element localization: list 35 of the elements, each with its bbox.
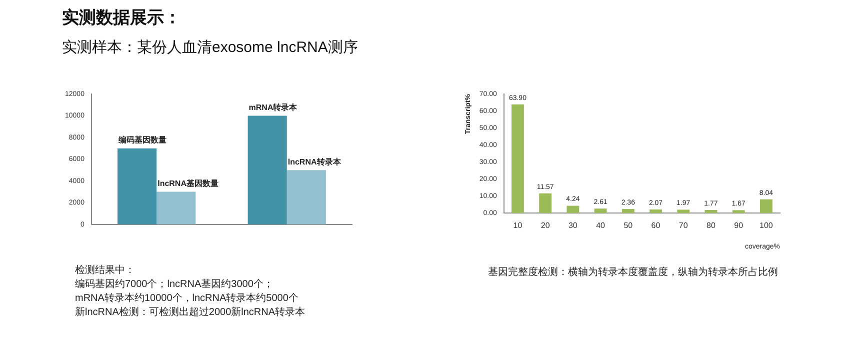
x-tick-label: 100 [760, 221, 774, 230]
x-tick-label: 10 [513, 221, 523, 230]
x-tick-label: 70 [678, 221, 688, 230]
annotation: lncRNA基因数量 [158, 179, 218, 188]
text: 检测结果中： [75, 264, 136, 278]
bar [704, 210, 718, 213]
text: 新lncRNA检测：可检测出超过2000新lncRNA转录本 [75, 306, 306, 320]
x-tick-label: 50 [624, 221, 634, 230]
x-tick-label: 40 [596, 221, 606, 230]
bar [677, 210, 690, 213]
bar [760, 199, 772, 213]
annotation: mRNA转录本 [248, 102, 298, 112]
x-tick-label: 20 [540, 221, 550, 230]
bar [650, 209, 662, 213]
text: 基因完整度检测：横轴为转录本度覆盖度，纵轴为转录本所占比例 [488, 266, 778, 280]
chart-subtitle: 实测样本：某份人血清exosome lncRNA测序 [62, 38, 358, 57]
bar [286, 170, 326, 224]
chart-title: 实测数据展示： [62, 7, 181, 29]
bar [248, 116, 287, 224]
bar [732, 210, 745, 213]
x-tick-label: 30 [568, 221, 578, 230]
bar [566, 206, 580, 213]
text: mRNA转录本约10000个，lncRNA转录本约5000个 [75, 292, 300, 306]
annotation: 编码基因数量 [118, 136, 167, 145]
bar [594, 208, 607, 213]
bar [622, 208, 634, 213]
bar [118, 148, 157, 224]
annotation: lncRNA转录本 [288, 157, 342, 166]
bar [156, 192, 196, 224]
bar [512, 104, 524, 213]
bar [539, 193, 552, 213]
x-tick-label: 90 [734, 221, 744, 230]
x-tick-label: 60 [651, 221, 661, 230]
x-tick-label: 80 [706, 221, 716, 230]
text: 编码基因约7000个；lncRNA基因约3000个； [75, 278, 274, 292]
